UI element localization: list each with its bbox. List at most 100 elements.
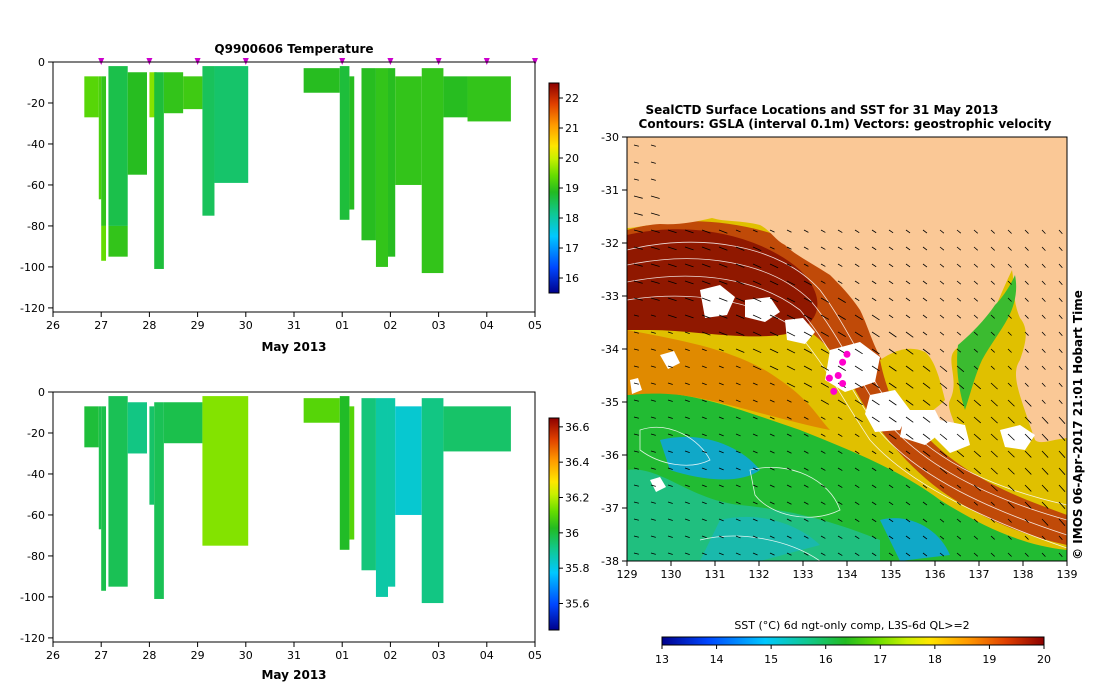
- velocity-vector: [1058, 229, 1063, 234]
- velocity-vector: [871, 365, 880, 372]
- velocity-vector: [684, 314, 694, 319]
- profile-cell: [443, 406, 511, 452]
- velocity-vector: [1041, 399, 1046, 404]
- profile-cell: [443, 76, 468, 118]
- velocity-vector: [973, 348, 979, 353]
- velocity-vector: [1024, 501, 1032, 509]
- velocity-vector: [820, 365, 830, 371]
- velocity-vector: [871, 535, 877, 540]
- velocity-vector: [1024, 535, 1029, 540]
- velocity-vector: [854, 416, 863, 423]
- velocity-vector: [888, 246, 894, 251]
- velocity-vector: [667, 263, 677, 268]
- profile-cell: [421, 68, 444, 274]
- velocity-vector: [956, 382, 965, 390]
- velocity-vector: [854, 246, 860, 250]
- velocity-vector: [1007, 263, 1012, 268]
- colorbar-tick-label: 36.6: [565, 421, 590, 434]
- velocity-vector: [718, 314, 728, 319]
- velocity-vector: [1007, 331, 1012, 336]
- sst-lightblue-band: [627, 469, 880, 561]
- velocity-vector: [820, 263, 826, 267]
- velocity-vector: [650, 450, 656, 453]
- velocity-vector: [769, 552, 775, 556]
- y-tick-label: -80: [27, 220, 45, 233]
- velocity-vector: [837, 450, 843, 454]
- velocity-vector: [905, 416, 914, 423]
- velocity-vector: [820, 314, 830, 320]
- velocity-vector: [854, 331, 863, 338]
- map-x-tick-label: 132: [749, 568, 770, 581]
- velocity-vector: [905, 382, 914, 389]
- velocity-vector: [650, 416, 656, 419]
- seal-position: [830, 387, 838, 395]
- sst-colorbar-tick-label: 17: [873, 653, 887, 666]
- profile-cell: [349, 406, 355, 540]
- velocity-vector: [1041, 484, 1049, 492]
- velocity-vector: [956, 280, 962, 285]
- temperature-xlabel: May 2013: [261, 340, 326, 354]
- velocity-vector: [871, 348, 880, 355]
- velocity-vector: [684, 365, 690, 368]
- velocity-vector: [650, 314, 656, 317]
- velocity-vector: [956, 399, 965, 407]
- salinity-colorbar: [548, 417, 560, 631]
- velocity-vector: [803, 518, 809, 522]
- velocity-vector: [684, 535, 690, 538]
- velocity-vector: [769, 484, 775, 488]
- velocity-vector: [769, 331, 779, 337]
- velocity-vector: [650, 178, 656, 181]
- velocity-vector: [956, 552, 962, 557]
- velocity-vector: [939, 399, 948, 406]
- velocity-vector: [684, 263, 694, 268]
- profile-cell: [98, 406, 102, 530]
- velocity-vector: [633, 144, 639, 147]
- velocity-vector: [939, 382, 948, 389]
- velocity-vector: [667, 433, 673, 436]
- profile-cell: [395, 76, 422, 185]
- velocity-vector: [667, 348, 673, 351]
- velocity-vector: [1041, 297, 1046, 302]
- velocity-vector: [888, 552, 894, 557]
- velocity-vector: [820, 229, 826, 233]
- velocity-vector: [701, 518, 707, 522]
- velocity-vector: [871, 484, 877, 489]
- velocity-vector: [990, 552, 995, 557]
- velocity-vector: [905, 365, 914, 372]
- velocity-vector: [922, 246, 928, 251]
- velocity-vector: [735, 297, 745, 302]
- velocity-vector: [786, 229, 792, 233]
- velocity-vector: [633, 297, 643, 301]
- velocity-vector: [888, 399, 897, 406]
- velocity-vector: [633, 314, 639, 317]
- velocity-vector: [650, 212, 660, 216]
- velocity-vector: [1041, 552, 1046, 557]
- velocity-vector: [871, 501, 877, 506]
- velocity-vector: [1058, 501, 1066, 509]
- velocity-vector: [667, 501, 673, 504]
- velocity-vector: [718, 246, 728, 251]
- temperature-colorbar: [548, 82, 560, 294]
- velocity-vector: [956, 314, 962, 319]
- velocity-vector: [888, 348, 897, 355]
- velocity-vector: [871, 229, 877, 234]
- map-y-tick-label: -31: [601, 184, 619, 197]
- profile-cell: [421, 398, 444, 604]
- velocity-vector: [922, 331, 928, 336]
- velocity-vector: [871, 467, 877, 472]
- velocity-vector: [667, 382, 673, 385]
- velocity-vector: [973, 263, 979, 268]
- velocity-vector: [803, 433, 809, 437]
- velocity-vector: [1024, 246, 1029, 251]
- velocity-vector: [939, 348, 945, 353]
- velocity-vector: [871, 297, 877, 302]
- velocity-vector: [939, 314, 945, 319]
- profile-cell: [163, 402, 203, 444]
- velocity-vector: [888, 297, 894, 302]
- sst-colorbar-tick-label: 18: [928, 653, 942, 666]
- velocity-vector: [1007, 450, 1015, 458]
- velocity-vector: [854, 263, 860, 267]
- sst-colorbar-tick-label: 14: [710, 653, 724, 666]
- velocity-vector: [684, 467, 690, 470]
- x-tick-label: 05: [528, 649, 542, 662]
